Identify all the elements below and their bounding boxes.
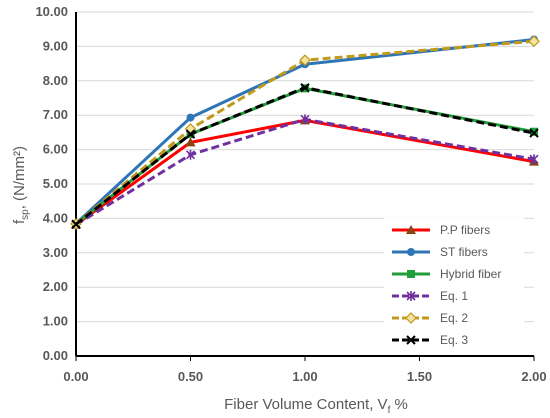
legend-entry: Eq. 2 [392,311,468,325]
y-tick-label: 4.00 [43,210,68,225]
series-line [75,117,535,226]
legend-box [384,218,524,354]
legend-marker [407,270,415,278]
x-tick-label: 1.50 [407,369,432,384]
legend-entry: Eq. 3 [392,333,468,347]
axes [75,12,535,361]
legend-marker [406,335,416,345]
legend-label: Hybrid fiber [440,267,501,281]
data-point [529,154,539,165]
legend-label: Eq. 2 [440,311,468,325]
y-tick-label: 1.00 [43,314,68,329]
legend-entry: ST fibers [392,245,488,259]
x-tick-label: 0.00 [63,369,88,384]
legend-entry: P.P fibers [392,223,490,237]
data-point [300,82,310,93]
legend-entry: Eq. 1 [392,289,468,303]
series-line [75,39,535,226]
series-line [75,86,535,226]
legend-marker [406,225,416,234]
x-tick-label: 0.50 [178,369,203,384]
data-point [185,129,196,139]
series-line [75,86,535,226]
series-layer [70,35,540,230]
x-tick-label: 2.00 [521,369,546,384]
legend-label: P.P fibers [440,223,490,237]
y-tick-label: 6.00 [43,142,68,157]
y-tick-label: 0.00 [43,348,68,363]
x-tick-label: 1.00 [292,369,317,384]
data-point [71,219,81,229]
data-point [186,113,195,122]
legend-marker [405,312,417,324]
y-tick-label: 2.00 [43,279,68,294]
legend-marker [406,291,416,301]
y-tick-label: 10.00 [35,4,68,19]
legend-label: Eq. 1 [440,289,468,303]
series-2 [72,84,538,228]
y-axis-title: fsp, (N/mm²) [11,146,31,224]
data-point [185,149,196,160]
series-4 [70,35,540,230]
legend-label: Eq. 3 [440,333,468,347]
y-tick-label: 9.00 [43,38,68,53]
y-tick-label: 5.00 [43,176,68,191]
data-point [300,114,310,125]
legend: P.P fibers ST fibers Hybrid fiber Eq. 1 Eq. … [384,218,524,354]
legend-entry: Hybrid fiber [392,267,501,281]
legend-label: ST fibers [440,245,488,259]
data-point [299,54,311,67]
x-axis-title: Fiber Volume Content, Vf % [224,396,408,416]
series-5 [71,82,539,229]
y-tick-label: 3.00 [43,245,68,260]
data-point [185,137,196,147]
y-tick-label: 8.00 [43,73,68,88]
tick-labels: 0.00 1.00 2.00 3.00 4.00 5.00 6.00 7.00 8.00 9.00… [35,4,546,384]
series-line [75,118,535,226]
y-tick-label: 7.00 [43,107,68,122]
data-point [529,128,539,138]
legend-marker [407,248,415,256]
data-point [528,35,540,48]
